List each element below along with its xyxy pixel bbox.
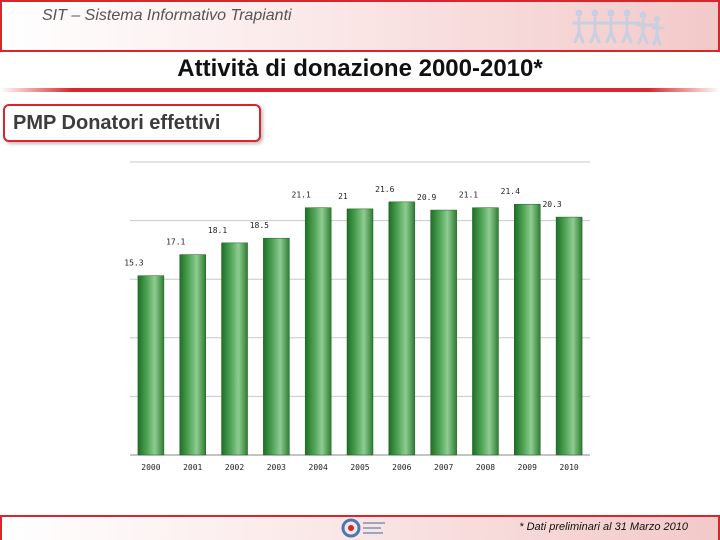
data-label-2010: 20.3 (542, 200, 561, 209)
bar-2001 (179, 254, 206, 456)
bar-2002 (221, 242, 248, 456)
header-system-title: SIT – Sistema Informativo Trapianti (42, 7, 292, 24)
x-tick-2007: 2007 (434, 463, 453, 472)
data-label-2008: 21.1 (459, 191, 478, 200)
x-tick-2002: 2002 (225, 463, 244, 472)
bar-2010 (555, 216, 583, 456)
bar-2009 (514, 203, 541, 456)
header-band: SIT – Sistema Informativo Trapianti (0, 0, 720, 52)
x-tick-2010: 2010 (559, 463, 578, 472)
chart-title-box: PMP Donatori effettivi (3, 104, 261, 142)
bar-2005 (346, 208, 374, 456)
x-tick-2008: 2008 (476, 463, 495, 472)
bars (137, 201, 583, 456)
bar-2007 (430, 209, 457, 456)
bar-2004 (304, 207, 332, 456)
x-tick-2001: 2001 (183, 463, 202, 472)
title-divider (0, 88, 720, 92)
x-tick-2000: 2000 (141, 463, 160, 472)
footnote: * Dati preliminari al 31 Marzo 2010 (519, 521, 688, 533)
x-tick-2005: 2005 (350, 463, 369, 472)
data-labels: 15.3 17.1 18.1 18.5 21.1 21 21.6 20.9 21.1 21.4 20… (124, 185, 562, 268)
data-label-2006: 21.6 (375, 185, 394, 194)
x-tick-labels: 2000 2001 2002 2003 2004 2005 2006 2007 2008 2009… (141, 463, 579, 472)
x-tick-2003: 2003 (267, 463, 286, 472)
data-label-2004: 21.1 (292, 191, 311, 200)
data-label-2003: 18.5 (250, 221, 269, 230)
bar-2003 (263, 237, 290, 456)
data-label-2007: 20.9 (417, 193, 436, 202)
chart-title: PMP Donatori effettivi (13, 112, 221, 134)
bar-2000 (137, 275, 165, 456)
data-label-2005: 21 (338, 192, 348, 201)
bar-2008 (472, 207, 499, 456)
bar-2006 (388, 201, 416, 456)
data-label-2002: 18.1 (208, 226, 227, 235)
x-tick-2009: 2009 (518, 463, 537, 472)
x-tick-2006: 2006 (392, 463, 411, 472)
data-label-2000: 15.3 (124, 259, 143, 268)
data-label-2001: 17.1 (166, 238, 185, 247)
x-tick-2004: 2004 (309, 463, 328, 472)
people-chain-icon (572, 9, 665, 46)
bar-chart: 15.3 17.1 18.1 18.5 21.1 21 21.6 20.9 21.1 21.4 20… (124, 161, 590, 472)
data-label-2009: 21.4 (501, 187, 520, 196)
page-title: Attività di donazione 2000-2010* (177, 55, 543, 82)
cnt-logo-icon (341, 518, 385, 538)
